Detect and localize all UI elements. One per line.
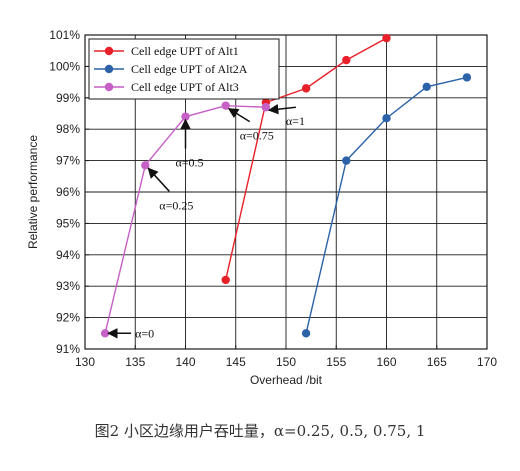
annotation-label: α=0.75: [240, 129, 274, 143]
annotation-arrow: [267, 103, 296, 115]
data-point: [342, 55, 351, 65]
y-tick-label: 95%: [56, 216, 80, 230]
x-tick-label: 130: [75, 355, 95, 369]
legend-label: Cell edge UPT of Alt2A: [131, 62, 248, 76]
grid: [85, 35, 487, 349]
x-tick-label: 145: [226, 355, 246, 369]
data-point: [100, 329, 110, 338]
annotation-arrow: [227, 108, 251, 123]
y-axis-label: Relative performance: [26, 135, 40, 249]
data-point: [382, 114, 391, 123]
figure-caption: 图2 小区边缘用户吞吐量，α=0.25, 0.5, 0.75, 1: [94, 422, 426, 440]
data-point: [382, 33, 391, 43]
data-point: [342, 156, 351, 165]
x-tick-label: 170: [477, 355, 497, 369]
annotation-label: α=0: [135, 326, 154, 340]
annotation-label: α=0.5: [176, 156, 204, 170]
axes: 130 135 140 145 150 155 160 165 170 91% 92% 93% 94% 9…: [26, 28, 497, 387]
plot-area: [100, 33, 472, 338]
data-point: [301, 84, 311, 93]
annotation-arrow: [147, 167, 170, 192]
legend-marker: [104, 64, 114, 74]
x-tick-label: 165: [427, 355, 447, 369]
legend: Cell edge UPT of Alt1 Cell edge UPT of Al…: [88, 38, 280, 100]
y-tick-label: 93%: [56, 279, 80, 293]
legend-label: Cell edge UPT of Alt3: [131, 80, 239, 94]
legend-marker: [104, 46, 114, 56]
data-point: [422, 82, 431, 92]
annotation-label: α=0.25: [159, 198, 193, 212]
x-axis-label: Overhead /bit: [250, 373, 323, 387]
x-tick-label: 150: [276, 355, 296, 369]
data-point: [221, 275, 230, 285]
y-tick-label: 96%: [56, 185, 80, 199]
y-tick-label: 99%: [56, 91, 80, 105]
annotations: α=0 α=0.25 α=0.5 α=0.75 α=1: [107, 103, 305, 340]
data-point: [261, 103, 271, 112]
data-point: [181, 112, 190, 121]
x-tick-label: 155: [326, 355, 346, 369]
data-point: [141, 161, 150, 170]
y-tick-label: 98%: [56, 122, 80, 136]
y-tick-label: 101%: [49, 28, 80, 42]
data-point: [221, 101, 230, 110]
y-tick-label: 97%: [56, 154, 80, 168]
data-point: [301, 329, 311, 338]
x-tick-label: 140: [175, 355, 195, 369]
y-tick-label: 92%: [56, 311, 80, 325]
plot-frame: [84, 34, 488, 350]
annotation-label: α=1: [286, 114, 305, 128]
legend-marker: [104, 82, 114, 92]
data-point: [462, 73, 472, 82]
y-tick-label: 94%: [56, 248, 80, 262]
x-tick-label: 160: [376, 355, 396, 369]
legend-label: Cell edge UPT of Alt1: [131, 44, 239, 58]
y-tick-label: 100%: [49, 59, 80, 73]
x-tick-label: 135: [125, 355, 145, 369]
y-tick-label: 91%: [56, 342, 80, 356]
